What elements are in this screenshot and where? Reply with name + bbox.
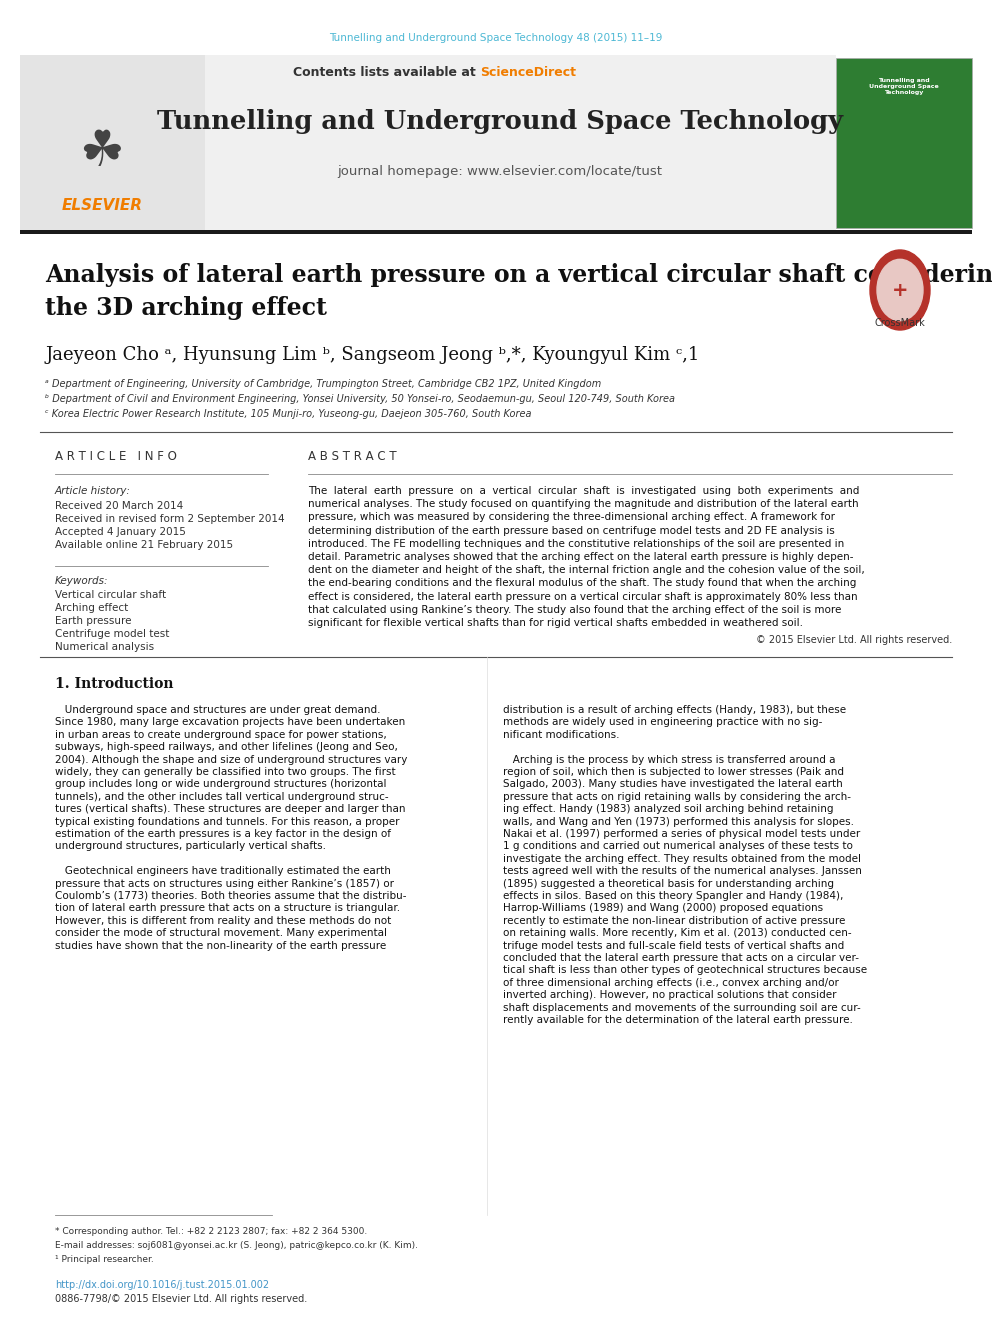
Text: Jaeyeon Cho ᵃ, Hyunsung Lim ᵇ, Sangseom Jeong ᵇ,*, Kyoungyul Kim ᶜ,1: Jaeyeon Cho ᵃ, Hyunsung Lim ᵇ, Sangseom …	[45, 347, 699, 364]
Text: ᵃ Department of Engineering, University of Cambridge, Trumpington Street, Cambri: ᵃ Department of Engineering, University …	[45, 378, 601, 389]
Text: of three dimensional arching effects (i.e., convex arching and/or: of three dimensional arching effects (i.…	[503, 978, 839, 988]
Text: that calculated using Rankine’s theory. The study also found that the arching ef: that calculated using Rankine’s theory. …	[308, 605, 841, 615]
Text: Vertical circular shaft: Vertical circular shaft	[55, 590, 166, 601]
Text: A B S T R A C T: A B S T R A C T	[308, 451, 397, 463]
Text: the 3D arching effect: the 3D arching effect	[45, 296, 327, 320]
Text: shaft displacements and movements of the surrounding soil are cur-: shaft displacements and movements of the…	[503, 1003, 861, 1012]
Text: (1895) suggested a theoretical basis for understanding arching: (1895) suggested a theoretical basis for…	[503, 878, 834, 889]
Text: tion of lateral earth pressure that acts on a structure is triangular.: tion of lateral earth pressure that acts…	[55, 904, 400, 913]
Text: concluded that the lateral earth pressure that acts on a circular ver-: concluded that the lateral earth pressur…	[503, 953, 859, 963]
Text: ᶜ Korea Electric Power Research Institute, 105 Munji-ro, Yuseong-gu, Daejeon 305: ᶜ Korea Electric Power Research Institut…	[45, 409, 532, 419]
Circle shape	[877, 259, 923, 320]
Text: ELSEVIER: ELSEVIER	[62, 197, 143, 213]
Text: underground structures, particularly vertical shafts.: underground structures, particularly ver…	[55, 841, 326, 852]
Text: Earth pressure: Earth pressure	[55, 617, 132, 626]
Text: Analysis of lateral earth pressure on a vertical circular shaft considering: Analysis of lateral earth pressure on a …	[45, 263, 992, 287]
Bar	[20, 230, 972, 234]
Text: Accepted 4 January 2015: Accepted 4 January 2015	[55, 527, 186, 537]
Text: Numerical analysis: Numerical analysis	[55, 642, 154, 652]
Text: ing effect. Handy (1983) analyzed soil arching behind retaining: ing effect. Handy (1983) analyzed soil a…	[503, 804, 833, 814]
Text: ☘: ☘	[79, 128, 124, 176]
Text: © 2015 Elsevier Ltd. All rights reserved.: © 2015 Elsevier Ltd. All rights reserved…	[756, 635, 952, 646]
Text: tests agreed well with the results of the numerical analyses. Janssen: tests agreed well with the results of th…	[503, 867, 862, 876]
Text: estimation of the earth pressures is a key factor in the design of: estimation of the earth pressures is a k…	[55, 830, 391, 839]
Text: significant for flexible vertical shafts than for rigid vertical shafts embedded: significant for flexible vertical shafts…	[308, 618, 803, 628]
Bar	[20, 56, 205, 232]
Text: CrossMark: CrossMark	[875, 318, 926, 328]
Text: ScienceDirect: ScienceDirect	[480, 66, 576, 79]
Text: Received in revised form 2 September 2014: Received in revised form 2 September 201…	[55, 515, 285, 524]
Circle shape	[870, 250, 930, 329]
Text: detail. Parametric analyses showed that the arching effect on the lateral earth : detail. Parametric analyses showed that …	[308, 552, 853, 562]
Text: effects in silos. Based on this theory Spangler and Handy (1984),: effects in silos. Based on this theory S…	[503, 890, 843, 901]
Text: Nakai et al. (1997) performed a series of physical model tests under: Nakai et al. (1997) performed a series o…	[503, 830, 860, 839]
Text: region of soil, which then is subjected to lower stresses (Paik and: region of soil, which then is subjected …	[503, 767, 844, 777]
Text: recently to estimate the non-linear distribution of active pressure: recently to estimate the non-linear dist…	[503, 916, 845, 926]
Text: Available online 21 February 2015: Available online 21 February 2015	[55, 540, 233, 550]
Text: 2004). Although the shape and size of underground structures vary: 2004). Although the shape and size of un…	[55, 754, 408, 765]
Text: ¹ Principal researcher.: ¹ Principal researcher.	[55, 1254, 154, 1263]
Text: rently available for the determination of the lateral earth pressure.: rently available for the determination o…	[503, 1015, 853, 1025]
Text: Arching is the process by which stress is transferred around a: Arching is the process by which stress i…	[503, 754, 835, 765]
Text: widely, they can generally be classified into two groups. The first: widely, they can generally be classified…	[55, 767, 396, 777]
Text: 1. Introduction: 1. Introduction	[55, 677, 174, 691]
Text: Harrop-Williams (1989) and Wang (2000) proposed equations: Harrop-Williams (1989) and Wang (2000) p…	[503, 904, 823, 913]
Text: Arching effect: Arching effect	[55, 603, 128, 613]
Text: trifuge model tests and full-scale field tests of vertical shafts and: trifuge model tests and full-scale field…	[503, 941, 844, 951]
Text: walls, and Wang and Yen (1973) performed this analysis for slopes.: walls, and Wang and Yen (1973) performed…	[503, 816, 854, 827]
Text: Salgado, 2003). Many studies have investigated the lateral earth: Salgado, 2003). Many studies have invest…	[503, 779, 843, 790]
Text: tunnels), and the other includes tall vertical underground struc-: tunnels), and the other includes tall ve…	[55, 791, 389, 802]
Text: Tunnelling and Underground Space Technology 48 (2015) 11–19: Tunnelling and Underground Space Technol…	[329, 33, 663, 44]
Bar	[20, 56, 836, 232]
Text: effect is considered, the lateral earth pressure on a vertical circular shaft is: effect is considered, the lateral earth …	[308, 591, 858, 602]
Bar	[836, 58, 972, 228]
Text: subways, high-speed railways, and other lifelines (Jeong and Seo,: subways, high-speed railways, and other …	[55, 742, 398, 753]
Text: tical shaft is less than other types of geotechnical structures because: tical shaft is less than other types of …	[503, 966, 867, 975]
Text: E-mail addresses: soj6081@yonsei.ac.kr (S. Jeong), patric@kepco.co.kr (K. Kim).: E-mail addresses: soj6081@yonsei.ac.kr (…	[55, 1241, 418, 1249]
Text: typical existing foundations and tunnels. For this reason, a proper: typical existing foundations and tunnels…	[55, 816, 400, 827]
Text: 1 g conditions and carried out numerical analyses of these tests to: 1 g conditions and carried out numerical…	[503, 841, 853, 852]
Text: pressure that acts on rigid retaining walls by considering the arch-: pressure that acts on rigid retaining wa…	[503, 791, 851, 802]
Text: methods are widely used in engineering practice with no sig-: methods are widely used in engineering p…	[503, 717, 822, 728]
Text: nificant modifications.: nificant modifications.	[503, 730, 619, 740]
Text: tures (vertical shafts). These structures are deeper and larger than: tures (vertical shafts). These structure…	[55, 804, 406, 814]
Text: dent on the diameter and height of the shaft, the internal friction angle and th: dent on the diameter and height of the s…	[308, 565, 865, 576]
Text: Contents lists available at: Contents lists available at	[293, 66, 480, 79]
Text: Tunnelling and Underground Space Technology: Tunnelling and Underground Space Technol…	[157, 110, 843, 135]
Text: +: +	[892, 280, 909, 299]
Text: Article history:: Article history:	[55, 486, 131, 496]
Text: Tunnelling and
Underground Space
Technology: Tunnelling and Underground Space Technol…	[869, 78, 938, 95]
Text: Underground space and structures are under great demand.: Underground space and structures are und…	[55, 705, 381, 714]
Text: inverted arching). However, no practical solutions that consider: inverted arching). However, no practical…	[503, 990, 836, 1000]
Text: the end-bearing conditions and the flexural modulus of the shaft. The study foun: the end-bearing conditions and the flexu…	[308, 578, 856, 589]
Text: A R T I C L E   I N F O: A R T I C L E I N F O	[55, 451, 177, 463]
Text: Since 1980, many large excavation projects have been undertaken: Since 1980, many large excavation projec…	[55, 717, 406, 728]
Text: Received 20 March 2014: Received 20 March 2014	[55, 501, 184, 511]
Text: Keywords:: Keywords:	[55, 576, 108, 586]
Text: ᵇ Department of Civil and Environment Engineering, Yonsei University, 50 Yonsei-: ᵇ Department of Civil and Environment En…	[45, 394, 675, 404]
Text: Geotechnical engineers have traditionally estimated the earth: Geotechnical engineers have traditionall…	[55, 867, 391, 876]
Text: introduced. The FE modelling techniques and the constitutive relationships of th: introduced. The FE modelling techniques …	[308, 538, 844, 549]
Text: journal homepage: www.elsevier.com/locate/tust: journal homepage: www.elsevier.com/locat…	[337, 165, 663, 179]
Text: However, this is different from reality and these methods do not: However, this is different from reality …	[55, 916, 391, 926]
Text: studies have shown that the non-linearity of the earth pressure: studies have shown that the non-linearit…	[55, 941, 386, 951]
Text: consider the mode of structural movement. Many experimental: consider the mode of structural movement…	[55, 929, 387, 938]
Text: Coulomb’s (1773) theories. Both theories assume that the distribu-: Coulomb’s (1773) theories. Both theories…	[55, 890, 407, 901]
Text: group includes long or wide underground structures (horizontal: group includes long or wide underground …	[55, 779, 387, 790]
Text: Centrifuge model test: Centrifuge model test	[55, 628, 170, 639]
Text: pressure, which was measured by considering the three-dimensional arching effect: pressure, which was measured by consider…	[308, 512, 835, 523]
Text: on retaining walls. More recently, Kim et al. (2013) conducted cen-: on retaining walls. More recently, Kim e…	[503, 929, 851, 938]
Text: distribution is a result of arching effects (Handy, 1983), but these: distribution is a result of arching effe…	[503, 705, 846, 714]
Text: 0886-7798/© 2015 Elsevier Ltd. All rights reserved.: 0886-7798/© 2015 Elsevier Ltd. All right…	[55, 1294, 308, 1304]
Text: numerical analyses. The study focused on quantifying the magnitude and distribut: numerical analyses. The study focused on…	[308, 499, 859, 509]
Text: http://dx.doi.org/10.1016/j.tust.2015.01.002: http://dx.doi.org/10.1016/j.tust.2015.01…	[55, 1279, 269, 1290]
Text: * Corresponding author. Tel.: +82 2 2123 2807; fax: +82 2 364 5300.: * Corresponding author. Tel.: +82 2 2123…	[55, 1226, 367, 1236]
Text: The  lateral  earth  pressure  on  a  vertical  circular  shaft  is  investigate: The lateral earth pressure on a vertical…	[308, 486, 859, 496]
Text: pressure that acts on structures using either Rankine’s (1857) or: pressure that acts on structures using e…	[55, 878, 394, 889]
Text: investigate the arching effect. They results obtained from the model: investigate the arching effect. They res…	[503, 853, 861, 864]
Text: in urban areas to create underground space for power stations,: in urban areas to create underground spa…	[55, 730, 387, 740]
Text: determining distribution of the earth pressure based on centrifuge model tests a: determining distribution of the earth pr…	[308, 525, 834, 536]
